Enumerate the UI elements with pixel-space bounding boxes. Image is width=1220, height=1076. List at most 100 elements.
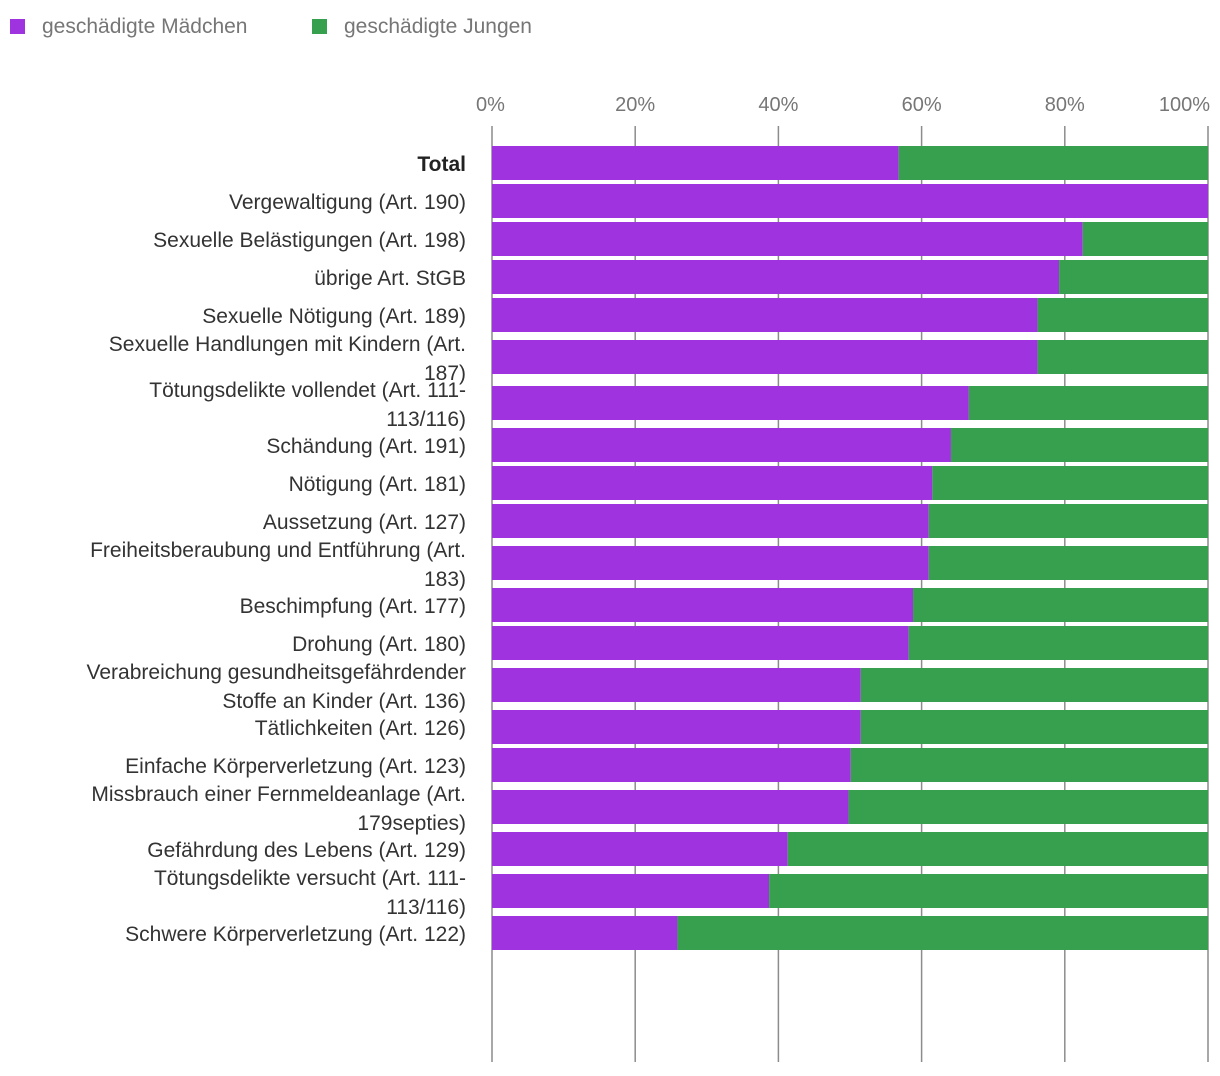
- bar-segment-girls[interactable]: [492, 386, 969, 420]
- category-label-line: 113/116): [386, 408, 466, 431]
- category-label-line: Sexuelle Handlungen mit Kindern (Art.: [109, 333, 466, 356]
- bar-segment-girls[interactable]: [492, 790, 849, 824]
- legend-label: geschädigte Jungen: [344, 15, 532, 38]
- bar-segment-girls[interactable]: [492, 668, 861, 702]
- bar-row: Aussetzung (Art. 127): [263, 504, 1208, 538]
- bar-segment-girls[interactable]: [492, 466, 933, 500]
- bar-segment-girls[interactable]: [492, 546, 929, 580]
- legend-item-girls[interactable]: geschädigte Mädchen: [10, 15, 247, 38]
- legend-label: geschädigte Mädchen: [42, 15, 247, 38]
- bar-segment-boys[interactable]: [1037, 298, 1208, 332]
- bar-segment-boys[interactable]: [932, 466, 1208, 500]
- bar-row: Drohung (Art. 180): [292, 626, 1208, 660]
- bar-row: Tötungsdelikte versucht (Art. 111- 113/11…: [154, 867, 1208, 919]
- category-label: Nötigung (Art. 181): [289, 473, 466, 496]
- bar-segment-boys[interactable]: [677, 916, 1208, 950]
- bar-row: Tätlichkeiten (Art. 126): [255, 710, 1208, 744]
- bar-row: Verabreichung gesundheitsgefährdender Sto…: [87, 661, 1208, 713]
- bar-segment-boys[interactable]: [1059, 260, 1208, 294]
- bar-segment-boys[interactable]: [928, 546, 1208, 580]
- category-label: Schändung (Art. 191): [266, 435, 466, 458]
- bar-row: Nötigung (Art. 181): [289, 466, 1208, 500]
- bar-segment-boys[interactable]: [1037, 340, 1208, 374]
- bar-row: Sexuelle Handlungen mit Kindern (Art. 187…: [109, 333, 1208, 385]
- category-label: Verabreichung gesundheitsgefährdender Sto…: [87, 661, 466, 713]
- bar-segment-boys[interactable]: [913, 588, 1208, 622]
- bar-row: Schändung (Art. 191): [266, 428, 1208, 462]
- category-label-line: Verabreichung gesundheitsgefährdender: [87, 661, 466, 684]
- category-label-line: Stoffe an Kinder (Art. 136): [222, 690, 466, 713]
- bar-segment-boys[interactable]: [968, 386, 1208, 420]
- bar-segment-girls[interactable]: [492, 428, 951, 462]
- bar-segment-boys[interactable]: [1082, 222, 1208, 256]
- category-label: Tötungsdelikte vollendet (Art. 111- 113/1…: [149, 379, 466, 431]
- category-label-line: 183): [424, 568, 466, 591]
- bar-segment-boys[interactable]: [908, 626, 1208, 660]
- x-tick-label: 40%: [758, 94, 798, 116]
- bar-row: Sexuelle Belästigungen (Art. 198): [153, 222, 1208, 256]
- bar-segment-boys[interactable]: [898, 146, 1208, 180]
- category-label-line: Tötungsdelikte vollendet (Art. 111-: [149, 379, 466, 402]
- bar-segment-girls[interactable]: [492, 710, 861, 744]
- category-label-line: 179septies): [357, 812, 466, 835]
- bar-segment-girls[interactable]: [492, 588, 914, 622]
- bar-row: Total: [417, 146, 1208, 180]
- bar-segment-boys[interactable]: [860, 710, 1208, 744]
- bar-segment-girls[interactable]: [492, 222, 1083, 256]
- bar-row: Freiheitsberaubung und Entführung (Art. 1…: [90, 539, 1208, 591]
- x-tick-label: 60%: [902, 94, 942, 116]
- bar-segment-boys[interactable]: [769, 874, 1208, 908]
- bar-segment-girls[interactable]: [492, 916, 678, 950]
- legend-swatch: [10, 19, 25, 34]
- category-label: Tätlichkeiten (Art. 126): [255, 717, 466, 740]
- category-label: Einfache Körperverletzung (Art. 123): [125, 755, 466, 778]
- bar-segment-girls[interactable]: [492, 748, 851, 782]
- category-label: Aussetzung (Art. 127): [263, 511, 466, 534]
- bar-row: Beschimpfung (Art. 177): [240, 588, 1208, 622]
- x-tick-label: 80%: [1045, 94, 1085, 116]
- category-label-line: 113/116): [386, 896, 466, 919]
- bar-row: Missbrauch einer Fernmeldeanlage (Art. 17…: [91, 783, 1208, 835]
- bar-row: Schwere Körperverletzung (Art. 122): [125, 916, 1208, 950]
- bar-segment-girls[interactable]: [492, 184, 1208, 218]
- bar-segment-girls[interactable]: [492, 626, 909, 660]
- bar-row: übrige Art. StGB: [314, 260, 1208, 294]
- category-label: Freiheitsberaubung und Entführung (Art. 1…: [90, 539, 466, 591]
- bar-segment-boys[interactable]: [848, 790, 1208, 824]
- bar-segment-girls[interactable]: [492, 298, 1038, 332]
- bar-segment-girls[interactable]: [492, 874, 770, 908]
- legend-swatch: [312, 19, 327, 34]
- category-label: Gefährdung des Lebens (Art. 129): [147, 839, 466, 862]
- bar-row: Sexuelle Nötigung (Art. 189): [202, 298, 1208, 332]
- bar-segment-girls[interactable]: [492, 340, 1038, 374]
- category-label-line: Missbrauch einer Fernmeldeanlage (Art.: [91, 783, 466, 806]
- category-label: Drohung (Art. 180): [292, 633, 466, 656]
- bar-segment-boys[interactable]: [850, 748, 1208, 782]
- x-tick-label: 20%: [615, 94, 655, 116]
- category-label: Sexuelle Nötigung (Art. 189): [202, 305, 466, 328]
- category-label: Vergewaltigung (Art. 190): [229, 191, 466, 214]
- category-label-line: Freiheitsberaubung und Entführung (Art.: [90, 539, 466, 562]
- category-label: Tötungsdelikte versucht (Art. 111- 113/11…: [154, 867, 466, 919]
- category-label: übrige Art. StGB: [314, 267, 466, 290]
- x-tick-label: 100%: [1159, 94, 1210, 116]
- bar-segment-boys[interactable]: [928, 504, 1208, 538]
- category-label: Beschimpfung (Art. 177): [240, 595, 466, 618]
- bar-row: Tötungsdelikte vollendet (Art. 111- 113/1…: [149, 379, 1208, 431]
- bar-segment-boys[interactable]: [950, 428, 1208, 462]
- bar-segment-girls[interactable]: [492, 504, 929, 538]
- category-label: Sexuelle Handlungen mit Kindern (Art. 187…: [109, 333, 466, 385]
- bar-segment-boys[interactable]: [860, 668, 1208, 702]
- category-label-line: Tötungsdelikte versucht (Art. 111-: [154, 867, 466, 890]
- bar-segment-girls[interactable]: [492, 146, 899, 180]
- bar-segment-girls[interactable]: [492, 832, 788, 866]
- category-label: Total: [417, 153, 466, 176]
- x-tick-label: 0%: [476, 94, 505, 116]
- category-label: Schwere Körperverletzung (Art. 122): [125, 923, 466, 946]
- legend-item-boys[interactable]: geschädigte Jungen: [312, 15, 532, 38]
- bar-row: Vergewaltigung (Art. 190): [229, 184, 1208, 218]
- bar-row: Einfache Körperverletzung (Art. 123): [125, 748, 1208, 782]
- bar-segment-girls[interactable]: [492, 260, 1060, 294]
- bar-segment-boys[interactable]: [787, 832, 1208, 866]
